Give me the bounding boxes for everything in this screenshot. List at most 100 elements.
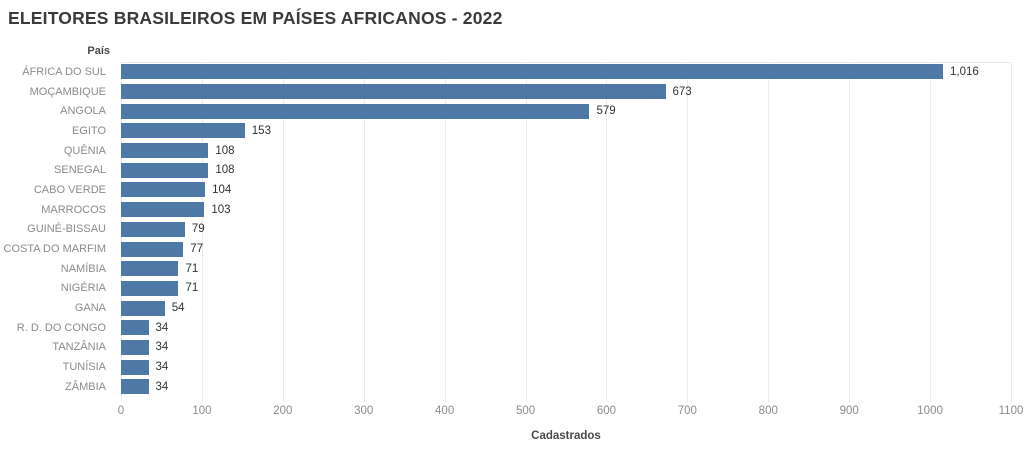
bar[interactable] bbox=[121, 221, 185, 237]
bar-track: 34 bbox=[121, 318, 1011, 338]
value-label: 153 bbox=[251, 124, 271, 137]
category-label: NIGÉRIA bbox=[60, 282, 106, 295]
category-label: TUNÍSIA bbox=[62, 361, 106, 374]
bar-track: 673 bbox=[121, 82, 1011, 102]
bar[interactable] bbox=[121, 103, 590, 119]
plot-area bbox=[121, 62, 1012, 402]
gridline bbox=[849, 63, 851, 402]
x-tick-label: 1100 bbox=[998, 405, 1024, 417]
value-label: 34 bbox=[155, 321, 169, 334]
x-axis-title: Cadastrados bbox=[531, 430, 601, 442]
bar[interactable] bbox=[121, 339, 149, 355]
value-label: 34 bbox=[155, 341, 169, 354]
gridline bbox=[363, 63, 365, 402]
bar[interactable] bbox=[121, 300, 165, 316]
value-label: 108 bbox=[215, 164, 235, 177]
bar-row: ÁFRICA DO SUL 1,016 bbox=[0, 62, 1011, 82]
category-label: EGITO bbox=[71, 124, 106, 137]
bar[interactable] bbox=[121, 162, 209, 178]
gridline bbox=[687, 63, 689, 402]
category-label: ZÂMBIA bbox=[65, 380, 106, 393]
x-tick-label: 900 bbox=[839, 405, 859, 417]
x-axis-ticks: 0 100 200 300 400 500 600 700 800 900 1000 1100 bbox=[118, 405, 1024, 419]
bar-track: 153 bbox=[121, 121, 1011, 141]
category-label: COSTA DO MARFIM bbox=[3, 243, 106, 256]
bar[interactable] bbox=[121, 359, 149, 375]
bar-row: GUINÉ-BISSAU 79 bbox=[0, 220, 1011, 240]
value-label: 103 bbox=[211, 203, 231, 216]
category-label: MOÇAMBIQUE bbox=[29, 85, 106, 98]
value-label: 79 bbox=[191, 223, 205, 236]
value-label: 579 bbox=[596, 105, 616, 118]
x-tick-label: 500 bbox=[515, 405, 536, 417]
bar[interactable] bbox=[121, 241, 184, 257]
bar-track: 579 bbox=[121, 101, 1011, 121]
bar-row: MARROCOS 103 bbox=[0, 200, 1011, 220]
bar-row: COSTA DO MARFIM 77 bbox=[0, 239, 1011, 259]
bar[interactable] bbox=[121, 143, 209, 159]
bar-track: 34 bbox=[121, 338, 1011, 358]
x-tick-label: 1000 bbox=[917, 405, 943, 417]
bar-track: 71 bbox=[121, 279, 1011, 299]
x-tick-label: 200 bbox=[273, 405, 293, 417]
category-label: GUINÉ-BISSAU bbox=[27, 223, 106, 236]
value-label: 34 bbox=[155, 361, 169, 374]
x-tick-label: 600 bbox=[596, 405, 617, 417]
bar[interactable] bbox=[121, 280, 179, 296]
gridline bbox=[525, 63, 527, 402]
bar-row: QUÊNIA 108 bbox=[0, 141, 1011, 161]
category-label: SENEGAL bbox=[54, 164, 106, 177]
gridline bbox=[282, 63, 284, 402]
bar-row: R. D. DO CONGO 34 bbox=[0, 318, 1011, 338]
category-label: TANZÂNIA bbox=[52, 341, 106, 354]
bar-track: 108 bbox=[121, 141, 1011, 161]
x-tick-label: 100 bbox=[192, 405, 212, 417]
gridline bbox=[606, 63, 608, 402]
value-label: 673 bbox=[672, 85, 692, 98]
bar-track: 1,016 bbox=[121, 62, 1011, 82]
bar-row: CABO VERDE 104 bbox=[0, 180, 1011, 200]
bar[interactable] bbox=[121, 202, 205, 218]
bar-row: NAMÍBIA 71 bbox=[0, 259, 1011, 279]
bar-track: 108 bbox=[121, 160, 1011, 180]
bar-track: 71 bbox=[121, 259, 1011, 279]
value-label: 71 bbox=[185, 282, 199, 295]
x-tick-label: 800 bbox=[758, 405, 778, 417]
bar[interactable] bbox=[121, 64, 944, 80]
value-label: 77 bbox=[190, 243, 204, 256]
gridline bbox=[930, 63, 932, 402]
bar-row: GANA 54 bbox=[0, 298, 1011, 318]
bar[interactable] bbox=[121, 261, 179, 277]
bar-rows: ÁFRICA DO SUL 1,016 MOÇAMBIQUE 673 ANGOLA 579… bbox=[0, 62, 1011, 397]
bar[interactable] bbox=[121, 379, 149, 395]
category-label: MARROCOS bbox=[41, 203, 106, 216]
bar[interactable] bbox=[121, 320, 149, 336]
bar-row: TUNÍSIA 34 bbox=[0, 357, 1011, 377]
value-label: 54 bbox=[171, 302, 185, 315]
bar-track: 104 bbox=[121, 180, 1011, 200]
bar-row: SENEGAL 108 bbox=[0, 160, 1011, 180]
bar-track: 34 bbox=[121, 377, 1011, 397]
value-label: 71 bbox=[185, 262, 199, 275]
category-label: ÁFRICA DO SUL bbox=[22, 65, 106, 78]
bar[interactable] bbox=[121, 84, 666, 100]
x-tick-label: 700 bbox=[677, 405, 697, 417]
bar[interactable] bbox=[121, 182, 206, 198]
bar-row: NIGÉRIA 71 bbox=[0, 279, 1011, 299]
bar-track: 79 bbox=[121, 220, 1011, 240]
category-label: R. D. DO CONGO bbox=[16, 321, 106, 334]
category-label: GANA bbox=[74, 302, 106, 315]
category-label: ANGOLA bbox=[60, 105, 106, 118]
value-label: 1,016 bbox=[950, 65, 979, 78]
bar-row: EGITO 153 bbox=[0, 121, 1011, 141]
category-label: CABO VERDE bbox=[33, 183, 106, 196]
bar-row: ANGOLA 579 bbox=[0, 101, 1011, 121]
gridline bbox=[1011, 63, 1012, 402]
bar[interactable] bbox=[121, 123, 245, 139]
gridline bbox=[201, 63, 203, 402]
bar-track: 103 bbox=[121, 200, 1011, 220]
value-label: 104 bbox=[212, 183, 232, 196]
bar-track: 77 bbox=[121, 239, 1011, 259]
value-label: 108 bbox=[215, 144, 235, 157]
